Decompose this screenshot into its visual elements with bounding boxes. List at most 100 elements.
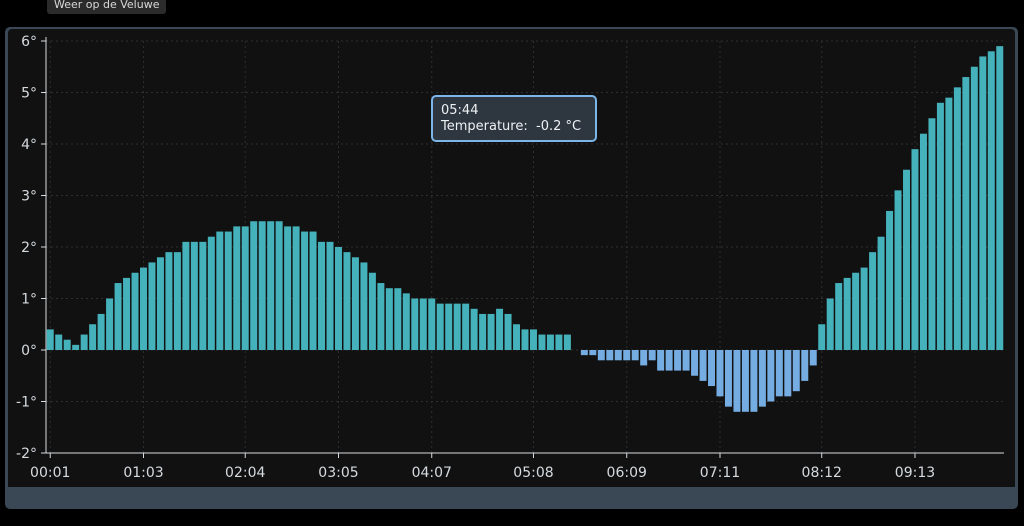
temperature-bar[interactable] — [979, 56, 987, 350]
temperature-bar[interactable] — [377, 283, 385, 350]
temperature-bar[interactable] — [563, 334, 571, 350]
temperature-bar[interactable] — [529, 329, 537, 350]
temperature-bar[interactable] — [716, 350, 724, 397]
temperature-bar[interactable] — [445, 303, 453, 350]
temperature-bar[interactable] — [741, 350, 749, 412]
temperature-bar[interactable] — [106, 298, 114, 351]
temperature-bar[interactable] — [131, 272, 139, 350]
temperature-bar[interactable] — [843, 277, 851, 350]
temperature-bar[interactable] — [46, 329, 54, 350]
temperature-bar[interactable] — [818, 324, 826, 350]
temperature-bar[interactable] — [72, 344, 80, 350]
temperature-bar[interactable] — [368, 272, 376, 350]
temperature-bar[interactable] — [140, 267, 147, 350]
temperature-bar[interactable] — [750, 350, 758, 412]
temperature-bar[interactable] — [758, 350, 766, 407]
temperature-bar[interactable] — [496, 308, 504, 350]
temperature-bar[interactable] — [691, 350, 699, 376]
temperature-bar[interactable] — [852, 272, 860, 350]
temperature-bar[interactable] — [258, 221, 266, 350]
temperature-bar[interactable] — [903, 169, 910, 350]
temperature-bar[interactable] — [521, 329, 529, 350]
temperature-bar[interactable] — [665, 350, 673, 371]
temperature-bar[interactable] — [835, 283, 843, 350]
temperature-bar[interactable] — [674, 350, 682, 371]
temperature-bar[interactable] — [97, 313, 105, 350]
temperature-bar[interactable] — [207, 236, 215, 350]
temperature-bar[interactable] — [199, 241, 207, 350]
temperature-bar[interactable] — [869, 252, 877, 350]
temperature-bar[interactable] — [640, 350, 648, 366]
temperature-bar[interactable] — [309, 231, 317, 350]
temperature-bar[interactable] — [631, 350, 639, 361]
temperature-bar[interactable] — [173, 252, 181, 350]
temperature-bar[interactable] — [318, 241, 326, 350]
temperature-bar[interactable] — [275, 221, 283, 350]
temperature-bar[interactable] — [479, 313, 487, 350]
temperature-bar[interactable] — [360, 262, 368, 350]
temperature-bar[interactable] — [394, 288, 402, 350]
temperature-bar[interactable] — [114, 283, 122, 350]
temperature-bar[interactable] — [987, 51, 995, 351]
temperature-bar[interactable] — [589, 350, 597, 356]
temperature-bar[interactable] — [860, 267, 868, 350]
temperature-bar[interactable] — [190, 241, 198, 350]
temperature-bar[interactable] — [385, 288, 393, 350]
temperature-bar[interactable] — [928, 118, 936, 350]
temperature-bar[interactable] — [682, 350, 690, 371]
temperature-bar[interactable] — [241, 226, 249, 350]
temperature-bar[interactable] — [428, 298, 436, 351]
temperature-bar[interactable] — [419, 298, 427, 351]
temperature-bar[interactable] — [182, 241, 190, 350]
temperature-bar[interactable] — [724, 350, 732, 407]
temperature-bar[interactable] — [224, 231, 232, 350]
temperature-bar[interactable] — [250, 221, 258, 350]
temperature-bar[interactable] — [487, 313, 495, 350]
temperature-bar[interactable] — [996, 46, 1004, 351]
temperature-bar[interactable] — [123, 277, 131, 350]
temperature-bar[interactable] — [148, 262, 156, 350]
temperature-bar[interactable] — [301, 231, 309, 350]
temperature-bar[interactable] — [436, 303, 444, 350]
temperature-bar[interactable] — [767, 350, 775, 402]
temperature-bar[interactable] — [555, 334, 563, 350]
temperature-bar[interactable] — [606, 350, 614, 361]
temperature-bar[interactable] — [945, 97, 953, 351]
temperature-bar[interactable] — [623, 350, 631, 361]
temperature-bar[interactable] — [156, 257, 164, 350]
temperature-bar[interactable] — [792, 350, 800, 392]
temperature-bar[interactable] — [953, 87, 961, 350]
temperature-bar[interactable] — [784, 350, 792, 397]
temperature-bar[interactable] — [936, 102, 944, 350]
temperature-bar[interactable] — [470, 308, 478, 350]
temperature-bar[interactable] — [55, 334, 63, 350]
temperature-bar[interactable] — [826, 298, 834, 351]
temperature-bar[interactable] — [89, 324, 97, 350]
temperature-bar[interactable] — [614, 350, 622, 361]
temperature-bar[interactable] — [63, 339, 71, 350]
temperature-bar[interactable] — [546, 334, 554, 350]
temperature-bar[interactable] — [708, 350, 715, 387]
temperature-bar[interactable] — [597, 350, 605, 361]
temperature-bar[interactable] — [809, 350, 817, 366]
temperature-bar[interactable] — [919, 133, 927, 350]
temperature-bar[interactable] — [580, 350, 588, 356]
temperature-bar[interactable] — [216, 231, 224, 350]
temperature-bar[interactable] — [462, 303, 470, 350]
temperature-bar[interactable] — [267, 221, 275, 350]
temperature-bar[interactable] — [335, 247, 342, 350]
temperature-bar[interactable] — [886, 210, 894, 350]
temperature-bar[interactable] — [970, 66, 978, 350]
temperature-bar[interactable] — [284, 226, 292, 350]
temperature-bar[interactable] — [801, 350, 809, 381]
temperature-bar[interactable] — [343, 252, 351, 350]
temperature-bar[interactable] — [402, 293, 410, 350]
temperature-bar[interactable] — [894, 190, 902, 350]
temperature-bar[interactable] — [877, 236, 885, 350]
temperature-bar[interactable] — [411, 298, 419, 351]
temperature-bar[interactable] — [733, 350, 741, 412]
temperature-bar[interactable] — [513, 324, 521, 350]
temperature-bar[interactable] — [292, 226, 300, 350]
temperature-bar[interactable] — [657, 350, 665, 371]
